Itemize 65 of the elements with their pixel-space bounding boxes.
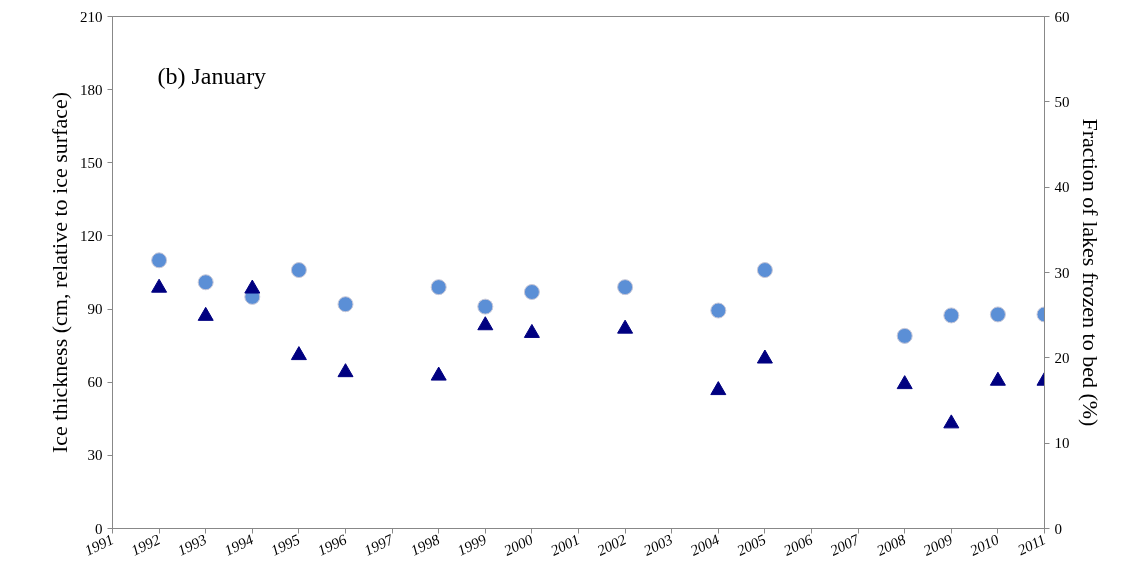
y-tick-label: 120 [80, 227, 103, 244]
point [617, 319, 634, 334]
y-axis-title: Ice thickness (cm, relative to ice surface) [47, 92, 72, 453]
x-tick-label: 2010 [967, 531, 1002, 559]
y-tick-label: 0 [95, 520, 103, 537]
point [756, 349, 773, 364]
point [756, 262, 773, 279]
y2-axis-title: Fraction of lakes frozen to bed (%) [1077, 118, 1103, 427]
x-tick-label: 1994 [221, 531, 257, 559]
y2-tick-label: 10 [1054, 435, 1070, 452]
point [197, 306, 214, 321]
point [710, 302, 727, 319]
x-tick-label: 2000 [501, 531, 536, 559]
point [710, 381, 727, 396]
x-tick-label: 2008 [874, 531, 909, 559]
y2-tick-label: 20 [1054, 349, 1070, 366]
x-tick-label: 2006 [781, 531, 816, 559]
point [989, 306, 1006, 323]
y2-tick-label: 40 [1054, 179, 1070, 196]
x-tick-label: 1997 [361, 530, 397, 559]
point [151, 278, 168, 293]
x-tick-label: 2003 [641, 531, 676, 559]
y-tick-label: 60 [87, 374, 103, 391]
point [989, 371, 1006, 386]
point [896, 375, 913, 390]
y-tick-label: 180 [80, 81, 103, 98]
point [151, 252, 168, 269]
annotation: (b) January [157, 62, 267, 89]
point [337, 363, 354, 378]
x-tick-label: 1992 [128, 531, 164, 559]
point [244, 279, 261, 294]
point [943, 414, 960, 429]
x-tick-label: 2009 [920, 531, 956, 559]
point [337, 296, 354, 313]
y2-tick-label: 60 [1054, 8, 1070, 25]
x-tick-label: 2004 [687, 531, 723, 559]
point [430, 279, 447, 296]
y2-tick-label: 30 [1054, 264, 1070, 281]
point [477, 298, 494, 315]
y-tick-label: 150 [80, 154, 103, 171]
point [523, 323, 540, 338]
y-tick-label: 30 [87, 447, 103, 464]
point [477, 316, 494, 331]
x-tick-label: 2007 [827, 530, 863, 559]
x-tick-label: 2005 [734, 531, 769, 559]
point [197, 274, 214, 291]
x-tick-label: 1998 [408, 531, 443, 559]
y-tick-label: 90 [87, 301, 103, 318]
point [290, 262, 307, 279]
point [896, 327, 913, 344]
point [290, 346, 307, 361]
y2-tick-label: 0 [1054, 520, 1062, 537]
x-tick-label: 2011 [1015, 531, 1048, 559]
point [617, 279, 634, 296]
point [523, 284, 540, 300]
x-tick-label: 1999 [454, 531, 490, 559]
point [943, 307, 960, 324]
x-tick-label: 2002 [594, 531, 630, 559]
x-tick-label: 1993 [175, 531, 210, 559]
point [430, 366, 447, 381]
x-tick-label: 2001 [548, 531, 582, 559]
y-tick-label: 210 [80, 8, 103, 25]
x-tick-label: 1996 [315, 531, 350, 559]
y2-tick-label: 50 [1054, 93, 1070, 110]
x-tick-label: 1995 [268, 531, 303, 559]
